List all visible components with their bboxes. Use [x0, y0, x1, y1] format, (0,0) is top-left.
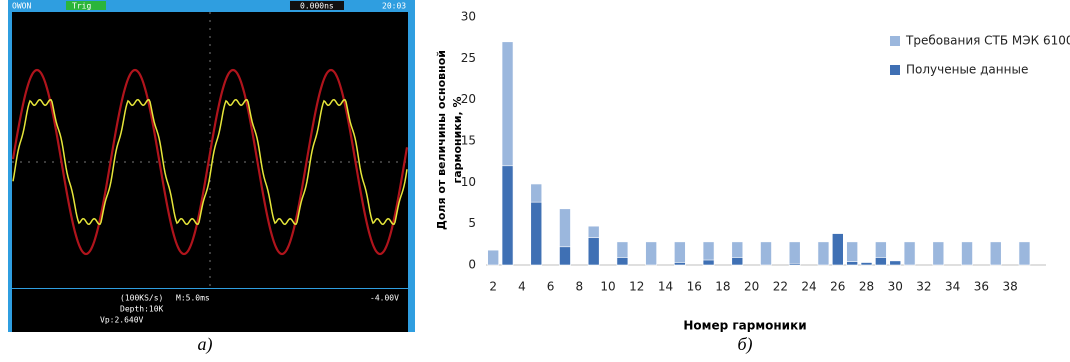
- x-tick-label: 4: [518, 280, 526, 294]
- x-tick-label: 30: [888, 280, 903, 294]
- x-tick-label: 14: [658, 280, 673, 294]
- bar: [617, 258, 628, 265]
- bar: [890, 261, 901, 265]
- offset: 0.000ns: [300, 2, 334, 11]
- scope-status: [12, 289, 408, 332]
- caption: б): [737, 334, 752, 355]
- x-tick-label: 10: [600, 280, 615, 294]
- depth: Depth:10K: [120, 305, 164, 314]
- bar: [1019, 242, 1030, 265]
- bar: [703, 260, 714, 265]
- legend-swatch: [890, 65, 900, 75]
- oscilloscope-screen: OWON Trig 0.000ns 20:03 (100KS/s) Depth:…: [8, 0, 415, 332]
- y-tick-label: 30: [461, 10, 476, 24]
- bar: [674, 242, 685, 265]
- clock: 20:03: [382, 2, 406, 11]
- sample-rate: (100KS/s): [120, 294, 163, 303]
- y-tick-label: 5: [468, 216, 476, 230]
- bar: [789, 263, 800, 265]
- x-tick-label: 38: [1002, 280, 1017, 294]
- bar: [990, 242, 1001, 265]
- x-tick-label: 12: [629, 280, 644, 294]
- trigger-status: Trig: [72, 2, 91, 11]
- y-tick-label: 20: [461, 92, 476, 106]
- bar: [732, 258, 743, 265]
- legend-label: Требования СТБ МЭК 61000-3-2-2006: [905, 34, 1070, 48]
- trigger-level: -4.00V: [370, 294, 399, 303]
- bar: [646, 242, 657, 265]
- x-tick-label: 22: [773, 280, 788, 294]
- x-tick-label: 28: [859, 280, 874, 294]
- figure: OWON Trig 0.000ns 20:03 (100KS/s) Depth:…: [0, 0, 1070, 358]
- bar: [502, 166, 513, 265]
- y-tick-label: 15: [461, 134, 476, 148]
- x-tick-label: 24: [801, 280, 816, 294]
- bar: [861, 263, 872, 265]
- bar: [875, 258, 886, 265]
- peak-voltage: Vp:2.640V: [100, 316, 144, 325]
- y-tick-label: 25: [461, 51, 476, 65]
- legend-label: Полученые данные: [906, 63, 1028, 77]
- y-axis-label: Доля от величины основной: [435, 50, 448, 230]
- bar: [559, 247, 570, 265]
- bar: [531, 202, 542, 265]
- x-tick-label: 16: [687, 280, 702, 294]
- bar: [789, 242, 800, 265]
- bar: [847, 262, 858, 265]
- bar: [904, 242, 915, 265]
- bar: [832, 234, 843, 265]
- legend-swatch: [890, 36, 900, 46]
- x-tick-label: 26: [830, 280, 845, 294]
- bar: [488, 250, 499, 265]
- x-tick-label: 20: [744, 280, 759, 294]
- bar: [933, 242, 944, 265]
- x-tick-label: 6: [547, 280, 555, 294]
- x-tick-label: 32: [916, 280, 931, 294]
- y-tick-label: 0: [468, 258, 476, 272]
- caption: а): [198, 334, 213, 355]
- timebase: M:5.0ms: [176, 294, 210, 303]
- bar: [588, 238, 599, 265]
- bar: [962, 242, 973, 265]
- y-tick-label: 10: [461, 175, 476, 189]
- bar: [674, 263, 685, 265]
- x-tick-label: 2: [489, 280, 497, 294]
- x-tick-label: 8: [576, 280, 584, 294]
- x-tick-label: 34: [945, 280, 960, 294]
- bar: [761, 242, 772, 265]
- x-tick-label: 36: [974, 280, 989, 294]
- x-tick-label: 18: [715, 280, 730, 294]
- x-axis-label: Номер гармоники: [683, 319, 806, 333]
- brand: OWON: [12, 2, 31, 11]
- bar: [818, 242, 829, 265]
